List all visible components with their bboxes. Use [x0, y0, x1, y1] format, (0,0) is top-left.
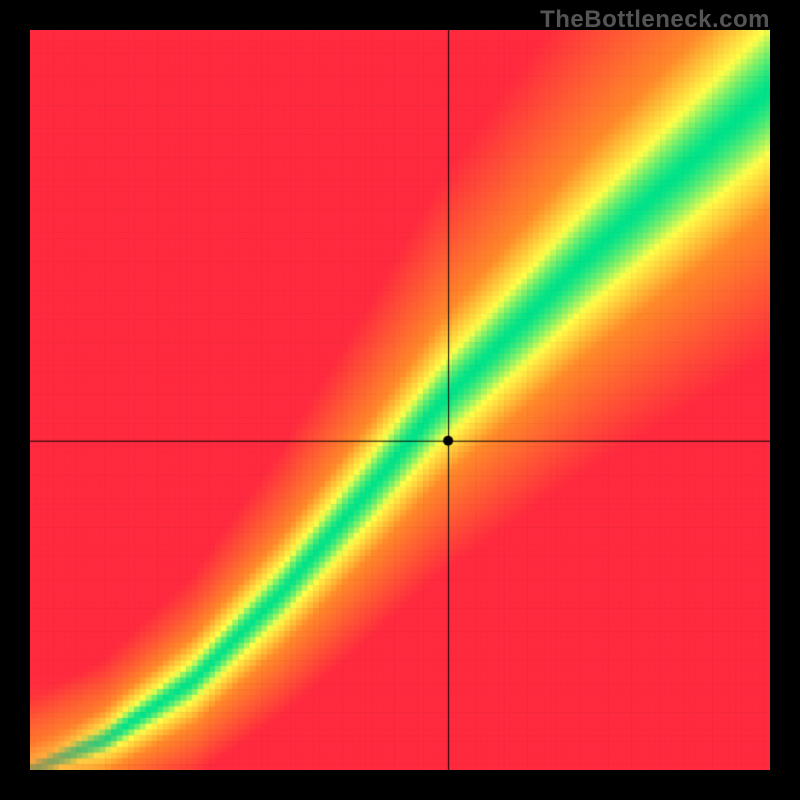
bottleneck-heatmap	[30, 30, 770, 770]
watermark-text: TheBottleneck.com	[540, 6, 770, 34]
chart-container: { "watermark": { "text": "TheBottleneck.…	[0, 0, 800, 800]
